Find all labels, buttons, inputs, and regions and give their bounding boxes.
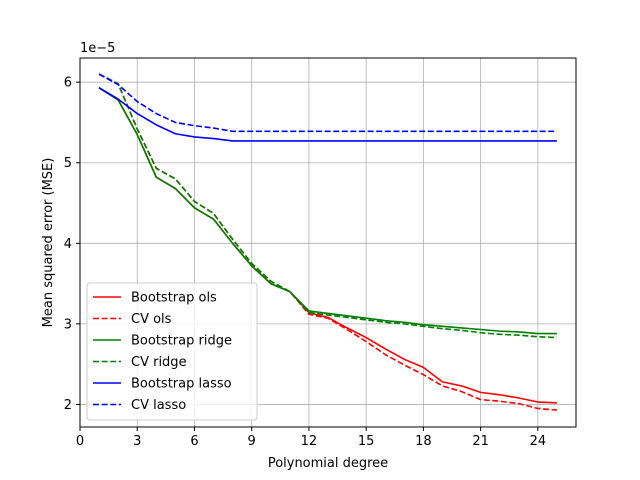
series-line-cv-ridge [98, 73, 557, 339]
x-tick-label: 9 [248, 434, 256, 449]
y-tick-label: 4 [64, 237, 72, 252]
x-tick-label: 21 [472, 434, 489, 449]
x-axis-label: Polynomial degree [268, 456, 388, 471]
x-tick-label: 12 [301, 434, 318, 449]
series-line-cv-ols [98, 73, 557, 411]
x-axis-ticks: 0 3 6 9 12 15 18 21 24 [76, 427, 546, 449]
legend-box [86, 282, 258, 421]
y-tick-label: 3 [64, 317, 72, 332]
grid-lines [79, 58, 576, 427]
series-line-bootstrap-lasso [98, 87, 557, 142]
y-tick-label: 2 [64, 398, 72, 413]
series-lines [98, 73, 557, 411]
legend-label: Bootstrap lasso [131, 377, 232, 392]
x-tick-label: 24 [530, 434, 547, 449]
legend-label: CV lasso [131, 398, 186, 413]
series-line-bootstrap-ridge [98, 87, 557, 335]
legend-label: Bootstrap ols [131, 291, 217, 306]
y-tick-label: 5 [64, 156, 72, 171]
y-axis-ticks: 2 3 4 5 6 [64, 76, 80, 413]
legend: Bootstrap ols CV ols Bootstrap ridge CV rid… [86, 282, 258, 421]
legend-label: CV ols [131, 312, 172, 327]
plot-frame [79, 57, 577, 428]
legend-label: Bootstrap ridge [131, 334, 232, 349]
x-tick-label: 6 [190, 434, 198, 449]
x-tick-label: 3 [133, 434, 141, 449]
x-tick-label: 18 [415, 434, 432, 449]
legend-label: CV ridge [131, 355, 187, 370]
series-line-cv-lasso [98, 73, 557, 133]
y-axis-label: Mean squared error (MSE) [41, 158, 56, 328]
y-tick-label: 6 [64, 76, 72, 91]
y-offset-label: 1e−5 [80, 41, 115, 56]
x-tick-label: 15 [358, 434, 375, 449]
x-tick-label: 0 [76, 434, 84, 449]
